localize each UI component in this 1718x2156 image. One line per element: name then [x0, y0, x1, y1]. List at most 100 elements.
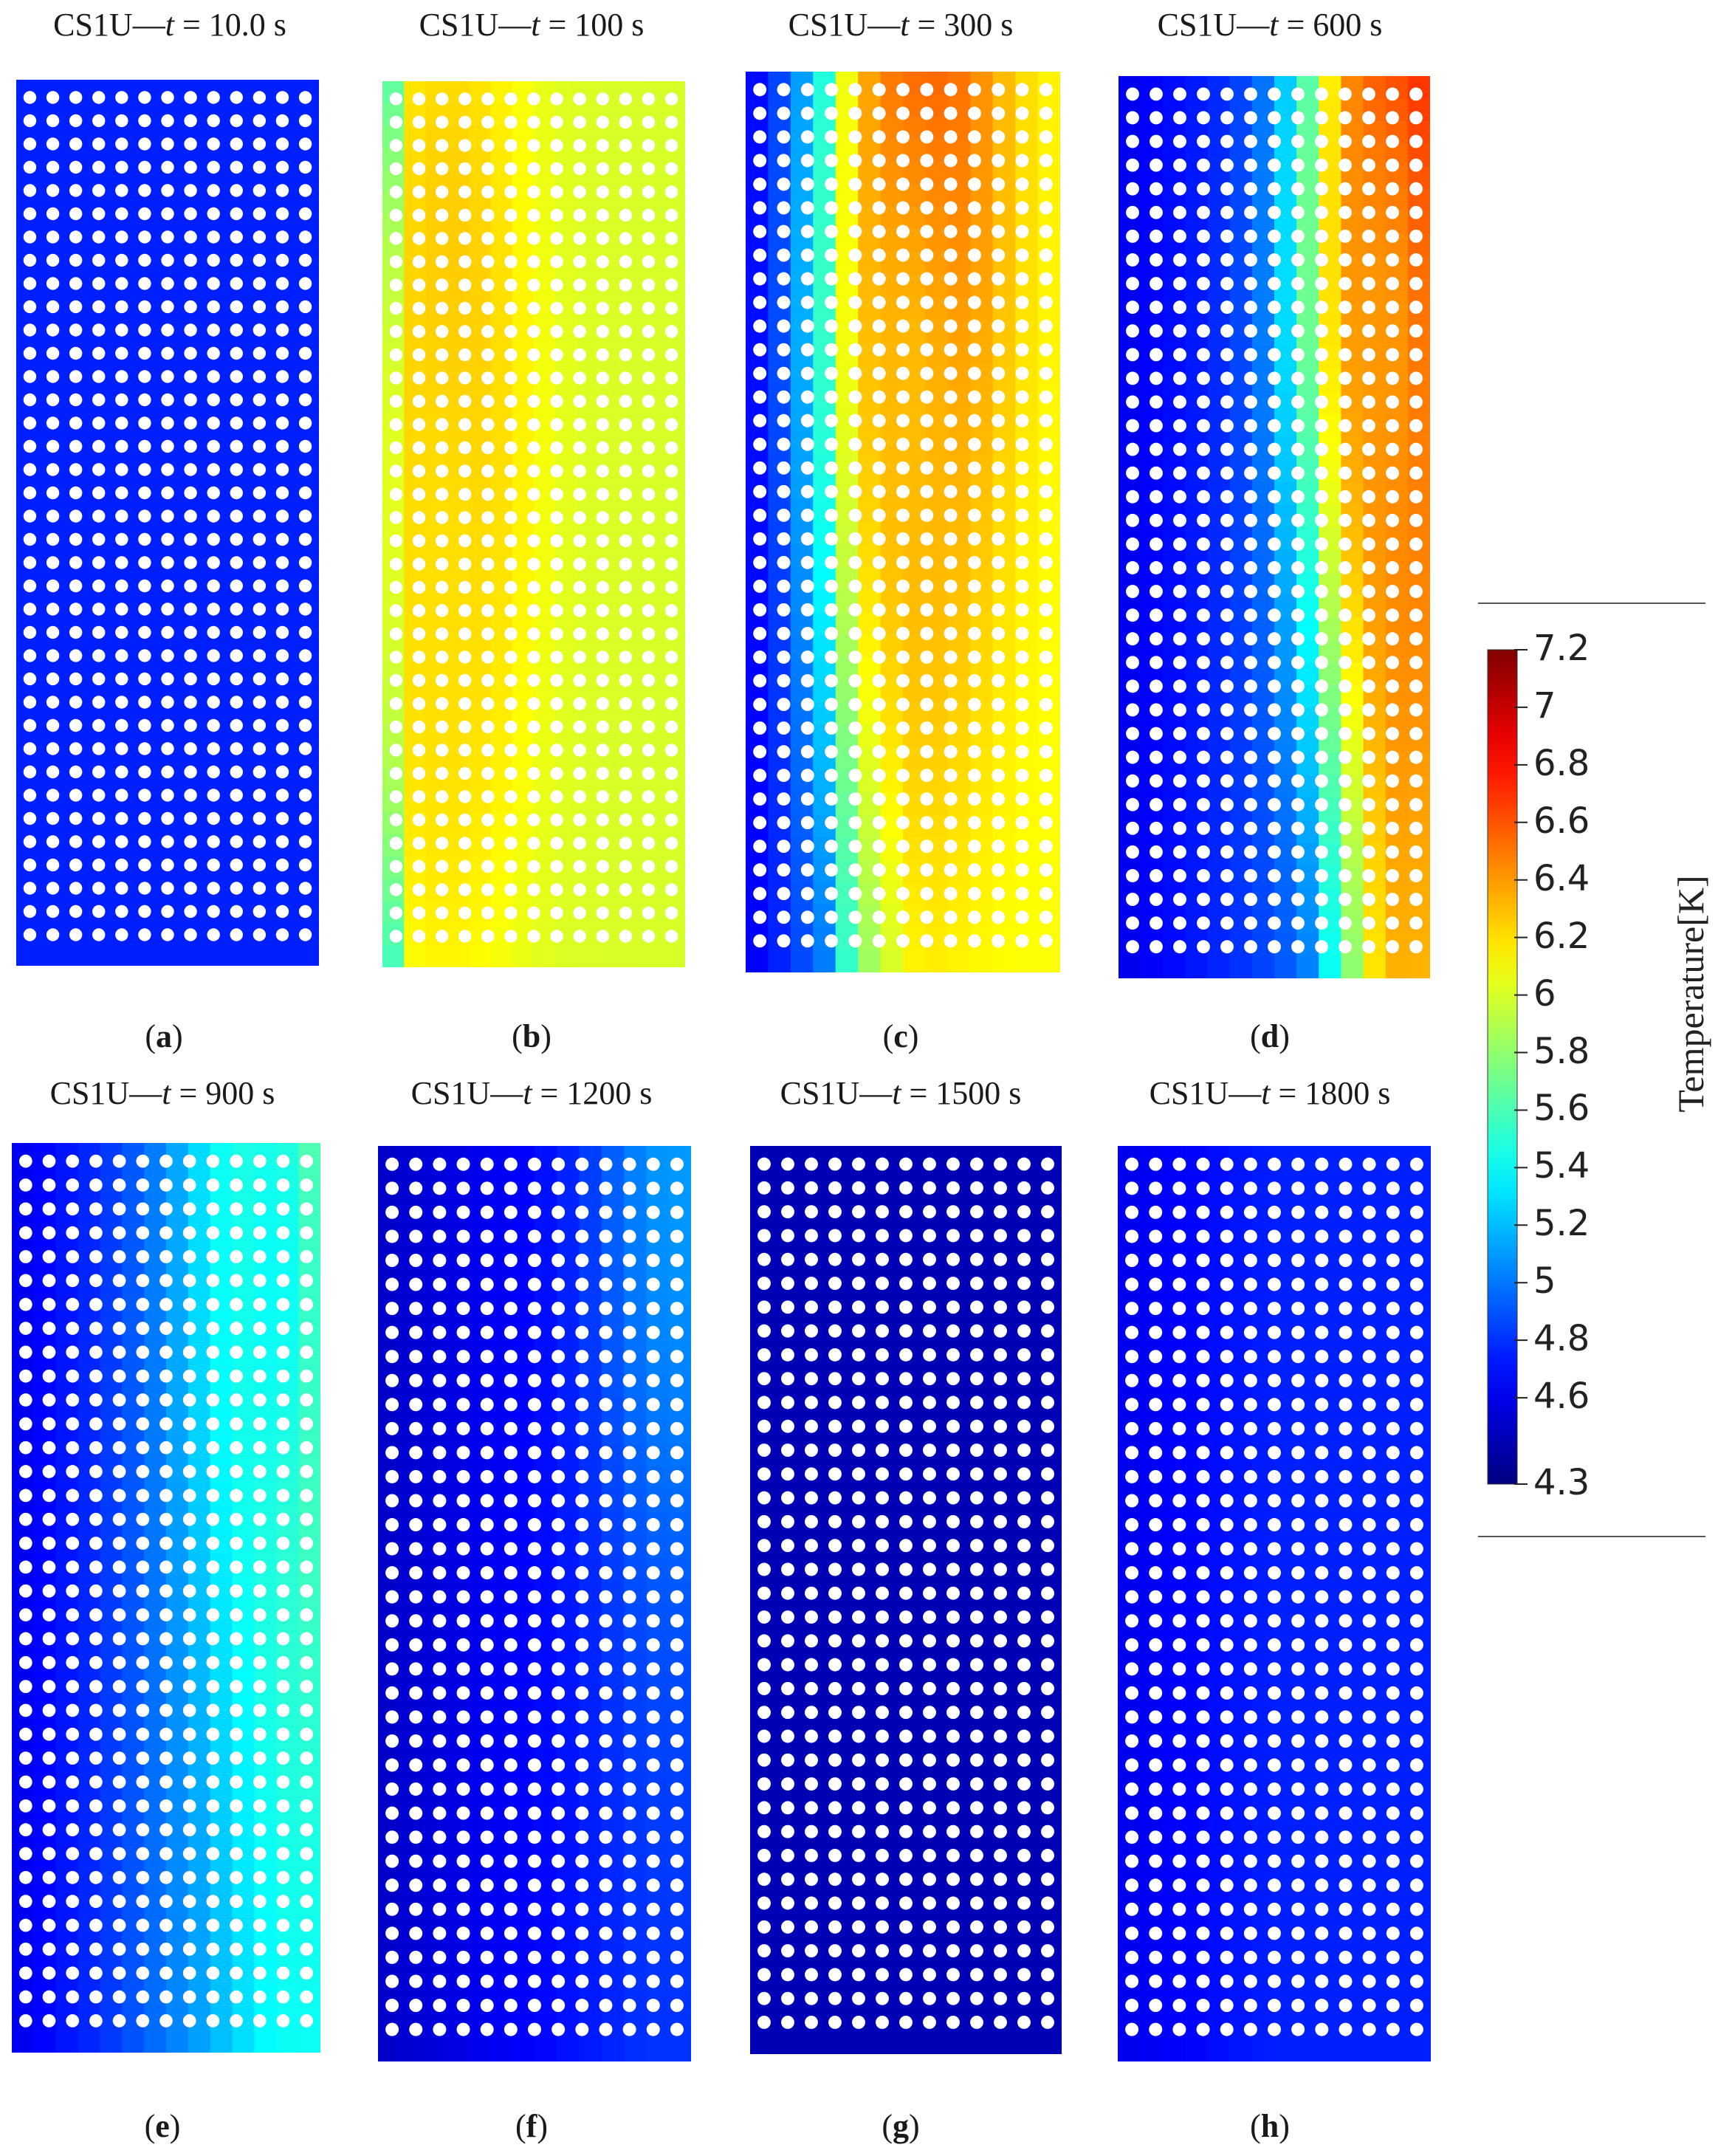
hole	[161, 439, 174, 453]
hole	[481, 325, 495, 338]
hole	[23, 207, 37, 221]
hole	[920, 602, 934, 617]
field-cell	[534, 945, 557, 967]
hole	[1039, 555, 1053, 569]
hole	[138, 672, 151, 686]
hole	[642, 673, 656, 687]
hole	[66, 1297, 80, 1311]
hole	[69, 137, 83, 151]
hole	[412, 92, 426, 106]
hole	[967, 579, 981, 593]
hole	[458, 813, 472, 827]
hole	[206, 1489, 220, 1503]
hole	[848, 484, 862, 498]
hole	[1150, 490, 1163, 504]
hole	[89, 1512, 103, 1526]
hole	[136, 1465, 150, 1478]
hole	[800, 863, 814, 877]
hole	[550, 255, 563, 269]
hole	[184, 416, 197, 430]
hole	[159, 1226, 173, 1240]
hole	[1039, 674, 1053, 687]
hole	[1386, 656, 1399, 670]
hole	[69, 672, 83, 686]
hole	[458, 92, 472, 106]
hole	[967, 721, 981, 735]
hole	[184, 253, 197, 267]
hole	[992, 887, 1006, 901]
hole	[642, 348, 656, 362]
hole	[161, 91, 174, 104]
hole	[42, 1465, 56, 1478]
hole	[252, 882, 267, 895]
hole	[115, 672, 128, 686]
hole	[1173, 632, 1186, 646]
hole	[184, 649, 197, 662]
hole	[300, 1465, 314, 1478]
hole	[1339, 87, 1352, 101]
hole	[115, 323, 128, 337]
hole	[1315, 774, 1328, 788]
hole	[664, 604, 678, 617]
hole	[1339, 679, 1352, 693]
hole	[252, 393, 267, 407]
field-cell	[145, 944, 168, 966]
hole	[207, 579, 220, 593]
hole	[115, 696, 128, 709]
hole	[527, 766, 540, 780]
hole	[389, 604, 403, 617]
hole	[1015, 816, 1029, 830]
hole	[458, 580, 472, 594]
hole	[664, 232, 678, 245]
hole	[1339, 442, 1352, 456]
field-cell	[746, 950, 769, 972]
hole	[944, 650, 958, 664]
hole	[1173, 301, 1186, 315]
hole	[825, 343, 839, 357]
hole	[825, 390, 839, 404]
hole	[848, 248, 862, 262]
hole	[1386, 419, 1399, 433]
hole	[1039, 154, 1053, 168]
hole	[896, 769, 910, 783]
hole	[18, 1608, 32, 1621]
hole	[920, 745, 934, 759]
hole	[920, 769, 934, 783]
hole	[800, 555, 814, 569]
hole	[920, 177, 934, 191]
hole	[1409, 561, 1423, 574]
hole	[435, 371, 449, 385]
hole	[230, 184, 243, 197]
hole	[1015, 627, 1029, 640]
hole	[664, 348, 678, 362]
hole	[138, 486, 151, 500]
hole	[596, 278, 609, 292]
hole	[1015, 154, 1029, 168]
hole	[825, 248, 839, 262]
hole	[252, 811, 267, 825]
hole	[1315, 348, 1328, 362]
hole	[992, 248, 1006, 262]
hole	[1244, 916, 1257, 930]
hole	[159, 1584, 173, 1598]
hole	[1339, 893, 1352, 907]
hole	[252, 1274, 267, 1288]
hole	[800, 934, 814, 948]
hole	[138, 718, 151, 732]
hole	[992, 154, 1006, 168]
hole	[435, 534, 449, 548]
hole	[1291, 632, 1305, 646]
hole	[550, 930, 563, 943]
hole	[1339, 821, 1352, 835]
hole	[252, 672, 267, 686]
hole	[1362, 442, 1375, 456]
hole	[184, 230, 197, 244]
hole	[872, 627, 886, 640]
hole	[777, 532, 791, 546]
hole	[800, 413, 814, 428]
hole	[1173, 229, 1186, 243]
hole	[1039, 484, 1053, 498]
hole	[207, 835, 220, 848]
hole	[207, 207, 220, 221]
hole	[136, 1178, 150, 1192]
